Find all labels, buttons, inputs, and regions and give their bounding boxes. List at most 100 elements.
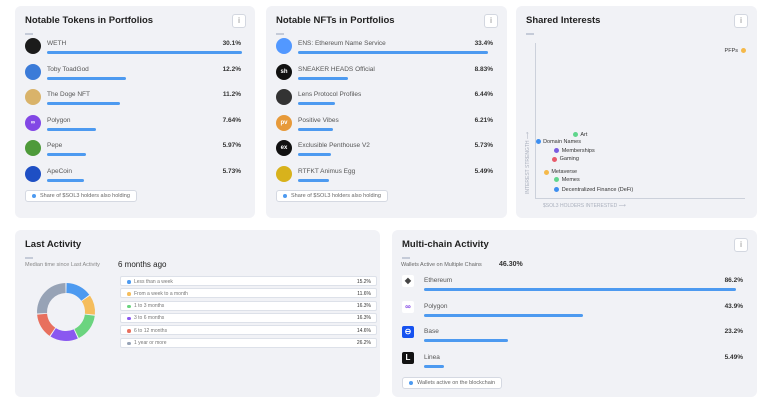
x-axis: [535, 198, 745, 199]
card-title: Notable Tokens in Portfolios: [25, 15, 154, 26]
∞-icon: ∞: [402, 300, 414, 313]
legend-dot: [127, 341, 131, 345]
activity-row[interactable]: 3 to 6 months 16.3%: [120, 312, 377, 323]
x-axis-label: $SOL3 HOLDERS INTERESTED ⟶: [543, 203, 626, 209]
donut-segment[interactable]: [81, 295, 95, 315]
item-bar: [298, 153, 331, 156]
ens-icon: [276, 38, 292, 54]
sh-icon: sh: [276, 63, 292, 80]
activity-row[interactable]: Less than a week 15.2%: [120, 276, 377, 286]
list-item[interactable]: ∞ Polygon 7.64%: [25, 114, 241, 137]
row-value: 14.6%: [356, 327, 371, 334]
doge-icon: [25, 89, 41, 105]
donut-segment[interactable]: [37, 313, 56, 336]
pepe-icon: [25, 140, 41, 156]
scatter-point[interactable]: [552, 156, 558, 162]
list-item[interactable]: ∞ Polygon 43.9%: [402, 300, 743, 323]
activity-row[interactable]: 6 to 12 months 14.6%: [120, 325, 377, 336]
list-item[interactable]: pv Positive Vibes 6.21%: [276, 114, 493, 137]
item-label: SNEAKER HEADS Official: [298, 65, 375, 73]
scatter-point[interactable]: [535, 139, 541, 145]
list-item[interactable]: ex Exclusible Penthouse V2 5.73%: [276, 140, 493, 162]
info-icon[interactable]: i: [734, 14, 748, 28]
item-percent: 8.83%: [474, 65, 493, 73]
point-label: Domain Names: [543, 138, 581, 145]
scatter-point[interactable]: [554, 187, 560, 193]
row-value: 15.2%: [356, 278, 371, 285]
list-item[interactable]: ◆ Ethereum 86.2%: [402, 275, 743, 297]
info-icon[interactable]: i: [484, 14, 498, 28]
item-bar: [298, 127, 334, 131]
notable-nfts-card: Notable NFTs in Portfolios i ENS: Ethere…: [266, 6, 507, 218]
scatter-point[interactable]: [554, 177, 560, 183]
item-bar: [424, 339, 508, 342]
legend-dot: [127, 316, 131, 321]
list-item[interactable]: The Doge NFT 11.2%: [25, 89, 241, 111]
x-axis-label-text: $SOL3 HOLDERS INTERESTED: [543, 203, 618, 209]
activity-row[interactable]: 1 to 3 months 16.3%: [120, 300, 377, 311]
item-percent: 86.2%: [724, 277, 743, 284]
item-bar: [298, 102, 335, 105]
card-title: Last Activity: [25, 239, 82, 250]
scatter-point[interactable]: [740, 48, 746, 53]
card-title: Notable NFTs in Portfolios: [276, 15, 395, 26]
item-bar: [298, 51, 488, 54]
item-percent: 43.9%: [724, 302, 743, 310]
list-item[interactable]: Toby ToadGod 12.2%: [25, 63, 241, 86]
list-item[interactable]: L Linea 5.49%: [402, 351, 743, 374]
item-bar: [424, 288, 736, 291]
point-label: Decentralized Finance (DeFi): [561, 186, 634, 193]
item-percent: 30.1%: [222, 40, 241, 47]
info-icon[interactable]: i: [232, 14, 246, 28]
item-bar: [298, 178, 330, 182]
donut-segment[interactable]: [66, 283, 90, 301]
scatter-point[interactable]: [554, 148, 560, 154]
item-label: Positive Vibes: [298, 116, 339, 124]
donut-segment[interactable]: [74, 314, 95, 338]
item-percent: 11.2%: [222, 91, 241, 98]
list-item[interactable]: ApeCoin 5.73%: [25, 165, 241, 188]
egg-icon: [276, 165, 292, 182]
legend: Share of $SOL3 holders also holding: [25, 190, 137, 202]
legend: Wallets active on the blockchain: [402, 377, 503, 389]
item-percent: 6.44%: [474, 91, 493, 98]
point-label: PFPs: [724, 47, 738, 54]
item-label: ENS: Ethereum Name Service: [298, 40, 386, 47]
info-icon[interactable]: i: [734, 238, 748, 252]
list-item[interactable]: WETH 30.1%: [25, 38, 242, 60]
item-percent: 5.73%: [222, 167, 241, 175]
activity-row[interactable]: 1 year or more 26.2%: [120, 337, 377, 348]
row-label: 3 to 6 months: [134, 315, 165, 322]
point-label: Art: [580, 131, 588, 138]
donut-segment[interactable]: [50, 328, 78, 341]
wallets-value: 46.30%: [499, 261, 523, 268]
scatter-point[interactable]: [572, 132, 578, 138]
item-label: Pepe: [47, 142, 63, 149]
toad-icon: [25, 63, 41, 80]
point-label: Metaverse: [551, 169, 578, 176]
item-label: Toby ToadGod: [47, 65, 89, 73]
activity-row[interactable]: From a week to a month 11.6%: [120, 288, 377, 299]
row-label: 1 year or more: [134, 340, 167, 346]
item-bar: [47, 76, 127, 80]
row-label: Less than a week: [134, 278, 173, 285]
legend-dot: [127, 292, 131, 296]
list-item[interactable]: ⊖ Base 23.2%: [402, 326, 743, 348]
scatter-point[interactable]: [543, 169, 549, 175]
row-value: 11.6%: [357, 290, 371, 297]
row-value: 16.3%: [356, 303, 371, 310]
median-label: Median time since Last Activity: [25, 262, 100, 268]
point-label: Memberships: [561, 147, 595, 154]
list-item[interactable]: Lens Protocol Profiles 6.44%: [276, 89, 493, 111]
donut-segment[interactable]: [37, 283, 66, 314]
list-item[interactable]: Pepe 5.97%: [25, 140, 241, 162]
list-item[interactable]: ENS: Ethereum Name Service 33.4%: [276, 38, 493, 60]
notable-tokens-card: Notable Tokens in Portfolios i WETH 30.1…: [15, 6, 255, 218]
card-title: Multi-chain Activity: [402, 239, 489, 250]
card-title: Shared Interests: [526, 15, 601, 26]
list-item[interactable]: sh SNEAKER HEADS Official 8.83%: [276, 63, 493, 86]
∞-icon: ∞: [25, 114, 41, 131]
list-item[interactable]: RTFKT Animus Egg 5.49%: [276, 165, 493, 188]
item-percent: 5.49%: [474, 167, 493, 175]
item-bar: [47, 102, 120, 105]
